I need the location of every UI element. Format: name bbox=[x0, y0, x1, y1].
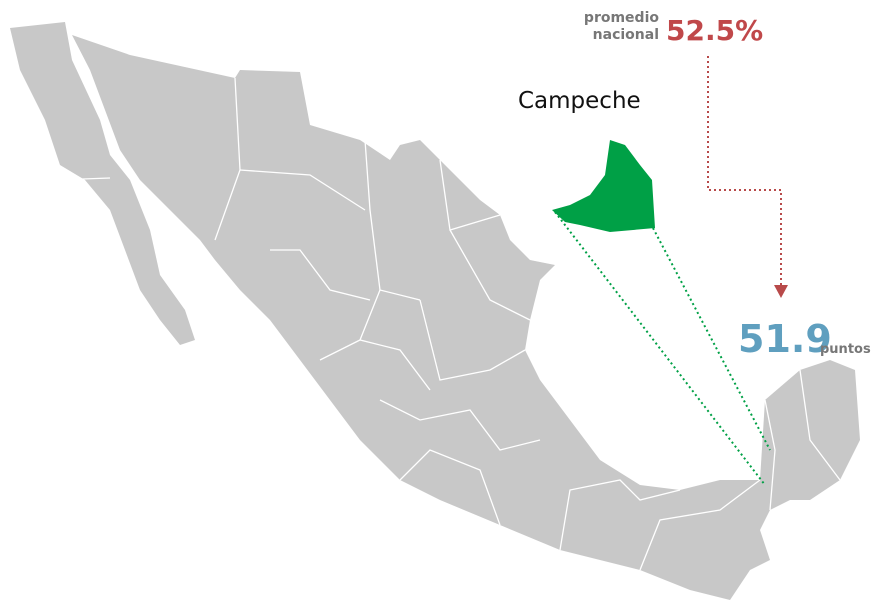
campeche-highlight bbox=[552, 140, 655, 232]
mexico-map bbox=[10, 22, 860, 600]
state-borders bbox=[54, 77, 841, 571]
state-unit: puntos bbox=[820, 342, 871, 357]
national-value: 52.5% bbox=[666, 14, 763, 47]
arrow-head bbox=[774, 285, 788, 298]
connector-line bbox=[652, 227, 771, 451]
national-label: promedio bbox=[584, 10, 659, 26]
state-name: Campeche bbox=[518, 88, 641, 114]
baja-peninsula bbox=[10, 22, 195, 345]
national-label: nacional bbox=[593, 27, 659, 43]
arrow-line bbox=[707, 56, 782, 288]
mainland bbox=[72, 35, 860, 600]
state-value: 51.9 bbox=[738, 317, 832, 361]
